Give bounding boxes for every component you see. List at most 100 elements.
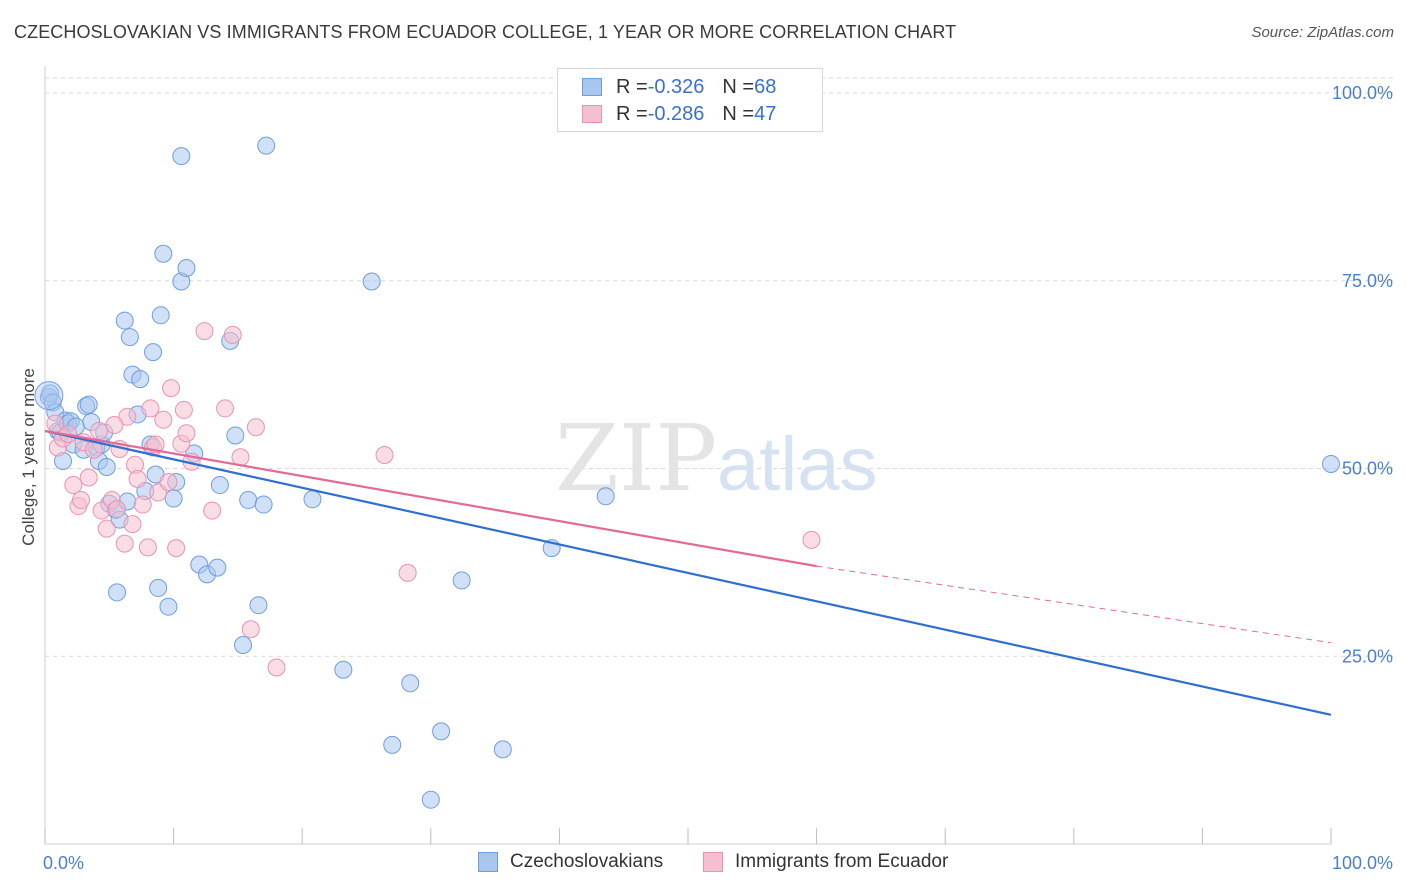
gridlines (45, 77, 1394, 657)
x-tick-label-max: 100.0% (1332, 853, 1393, 873)
y-axis-label: College, 1 year or more (19, 368, 38, 546)
point-immigrants-from-ecuador (398, 563, 417, 582)
legend-n-label: N = (722, 102, 755, 125)
point-czechoslovakians (383, 735, 402, 754)
point-immigrants-from-ecuador (115, 534, 134, 553)
x-tick-label-min: 0.0% (43, 853, 84, 873)
point-czechoslovakians (131, 370, 150, 389)
point-immigrants-from-ecuador (79, 468, 98, 487)
point-immigrants-from-ecuador (90, 421, 109, 440)
bottom-legend-ecuador: Immigrants from Ecuador (703, 851, 948, 873)
bottom-legend-swatch-blue (478, 852, 498, 872)
legend-r-label: R = (616, 102, 648, 125)
point-czechoslovakians (493, 740, 512, 759)
axes (44, 66, 1332, 845)
bottom-legend-czechoslovakians: Czechoslovakians (478, 851, 663, 873)
point-czechoslovakians (257, 136, 276, 155)
point-immigrants-from-ecuador (203, 501, 222, 520)
point-czechoslovakians (177, 258, 196, 277)
point-czechoslovakians (303, 490, 322, 509)
point-czechoslovakians (334, 660, 353, 679)
bottom-legend-swatch-pink (703, 852, 723, 872)
correlation-legend: R = -0.326 N = 68 R = -0.286 N = 47 (557, 68, 823, 132)
point-immigrants-from-ecuador (97, 519, 116, 538)
point-immigrants-from-ecuador (108, 500, 127, 519)
point-immigrants-from-ecuador (241, 620, 260, 639)
point-czechoslovakians (1322, 455, 1340, 474)
point-czechoslovakians (164, 489, 183, 508)
point-czechoslovakians (97, 458, 116, 477)
point-immigrants-from-ecuador (118, 407, 137, 426)
point-czechoslovakians (239, 491, 258, 510)
point-czechoslovakians (144, 343, 163, 362)
point-immigrants-from-ecuador (216, 399, 235, 418)
point-czechoslovakians (108, 583, 127, 602)
point-immigrants-from-ecuador (133, 495, 152, 514)
legend-n-value: 68 (754, 75, 777, 98)
trend-lines (44, 429, 1332, 716)
legend-row-czechoslovakians: R = -0.326 N = 68 (582, 74, 776, 100)
point-immigrants-from-ecuador (72, 491, 91, 510)
point-czechoslovakians (149, 578, 168, 597)
point-czechoslovakians (249, 596, 268, 615)
watermark: ZIP atlas (555, 405, 878, 512)
legend-row-ecuador: R = -0.286 N = 47 (582, 101, 776, 127)
point-czechoslovakians (79, 395, 98, 414)
point-immigrants-from-ecuador (246, 418, 265, 437)
point-czechoslovakians (120, 328, 139, 347)
legend-swatch-blue (582, 78, 602, 96)
bottom-legend-label: Immigrants from Ecuador (735, 851, 949, 872)
trend-line-czechoslovakians (44, 429, 1332, 716)
point-czechoslovakians (151, 306, 170, 325)
source-label: Source: ZipAtlas.com (1251, 24, 1394, 41)
legend-n-label: N = (722, 75, 755, 98)
tick-labels: 25.0% 50.0% 75.0% 100.0% 0.0% 100.0% (43, 83, 1393, 873)
point-czechoslovakians (432, 722, 451, 741)
point-czechoslovakians (226, 426, 245, 445)
trend-line-ecuador-extension (816, 565, 1332, 644)
point-czechoslovakians (172, 147, 191, 166)
point-immigrants-from-ecuador (802, 530, 821, 549)
point-czechoslovakians (234, 635, 253, 654)
point-czechoslovakians-large (34, 381, 64, 411)
point-czechoslovakians (159, 597, 178, 616)
y-tick-label: 100.0% (1332, 83, 1393, 103)
point-czechoslovakians (452, 571, 471, 590)
point-czechoslovakians (401, 674, 420, 693)
y-tick-label: 50.0% (1342, 459, 1393, 479)
point-czechoslovakians (254, 495, 273, 514)
point-immigrants-from-ecuador (159, 473, 178, 492)
point-immigrants-from-ecuador (141, 399, 160, 418)
point-immigrants-from-ecuador (138, 538, 157, 557)
point-immigrants-from-ecuador (128, 470, 147, 489)
bottom-legend-label: Czechoslovakians (510, 851, 664, 872)
y-tick-label: 25.0% (1342, 646, 1393, 666)
watermark-atlas: atlas (717, 422, 878, 507)
series-immigrants-from-ecuador (46, 322, 821, 677)
point-immigrants-from-ecuador (123, 515, 142, 534)
point-immigrants-from-ecuador (64, 476, 83, 495)
watermark-zip: ZIP (555, 405, 717, 512)
point-immigrants-from-ecuador (195, 322, 214, 341)
point-immigrants-from-ecuador (267, 658, 286, 677)
point-czechoslovakians (208, 558, 227, 577)
point-czechoslovakians (421, 790, 440, 809)
legend-n-value: 47 (754, 102, 777, 125)
point-czechoslovakians (154, 244, 173, 263)
trend-line-ecuador (44, 429, 817, 568)
point-immigrants-from-ecuador (174, 400, 193, 419)
point-immigrants-from-ecuador (177, 424, 196, 443)
point-immigrants-from-ecuador (154, 410, 173, 429)
point-czechoslovakians (210, 476, 229, 495)
chart-title: CZECHOSLOVAKIAN VS IMMIGRANTS FROM ECUAD… (14, 22, 957, 42)
legend-r-value: -0.286 (647, 102, 705, 125)
point-immigrants-from-ecuador (105, 415, 124, 434)
point-immigrants-from-ecuador (375, 445, 394, 464)
y-tick-label: 75.0% (1342, 271, 1393, 291)
point-immigrants-from-ecuador (167, 539, 186, 558)
point-czechoslovakians (115, 311, 134, 330)
point-czechoslovakians (362, 272, 381, 291)
legend-r-value: -0.326 (647, 75, 705, 98)
legend-swatch-pink (582, 105, 602, 123)
